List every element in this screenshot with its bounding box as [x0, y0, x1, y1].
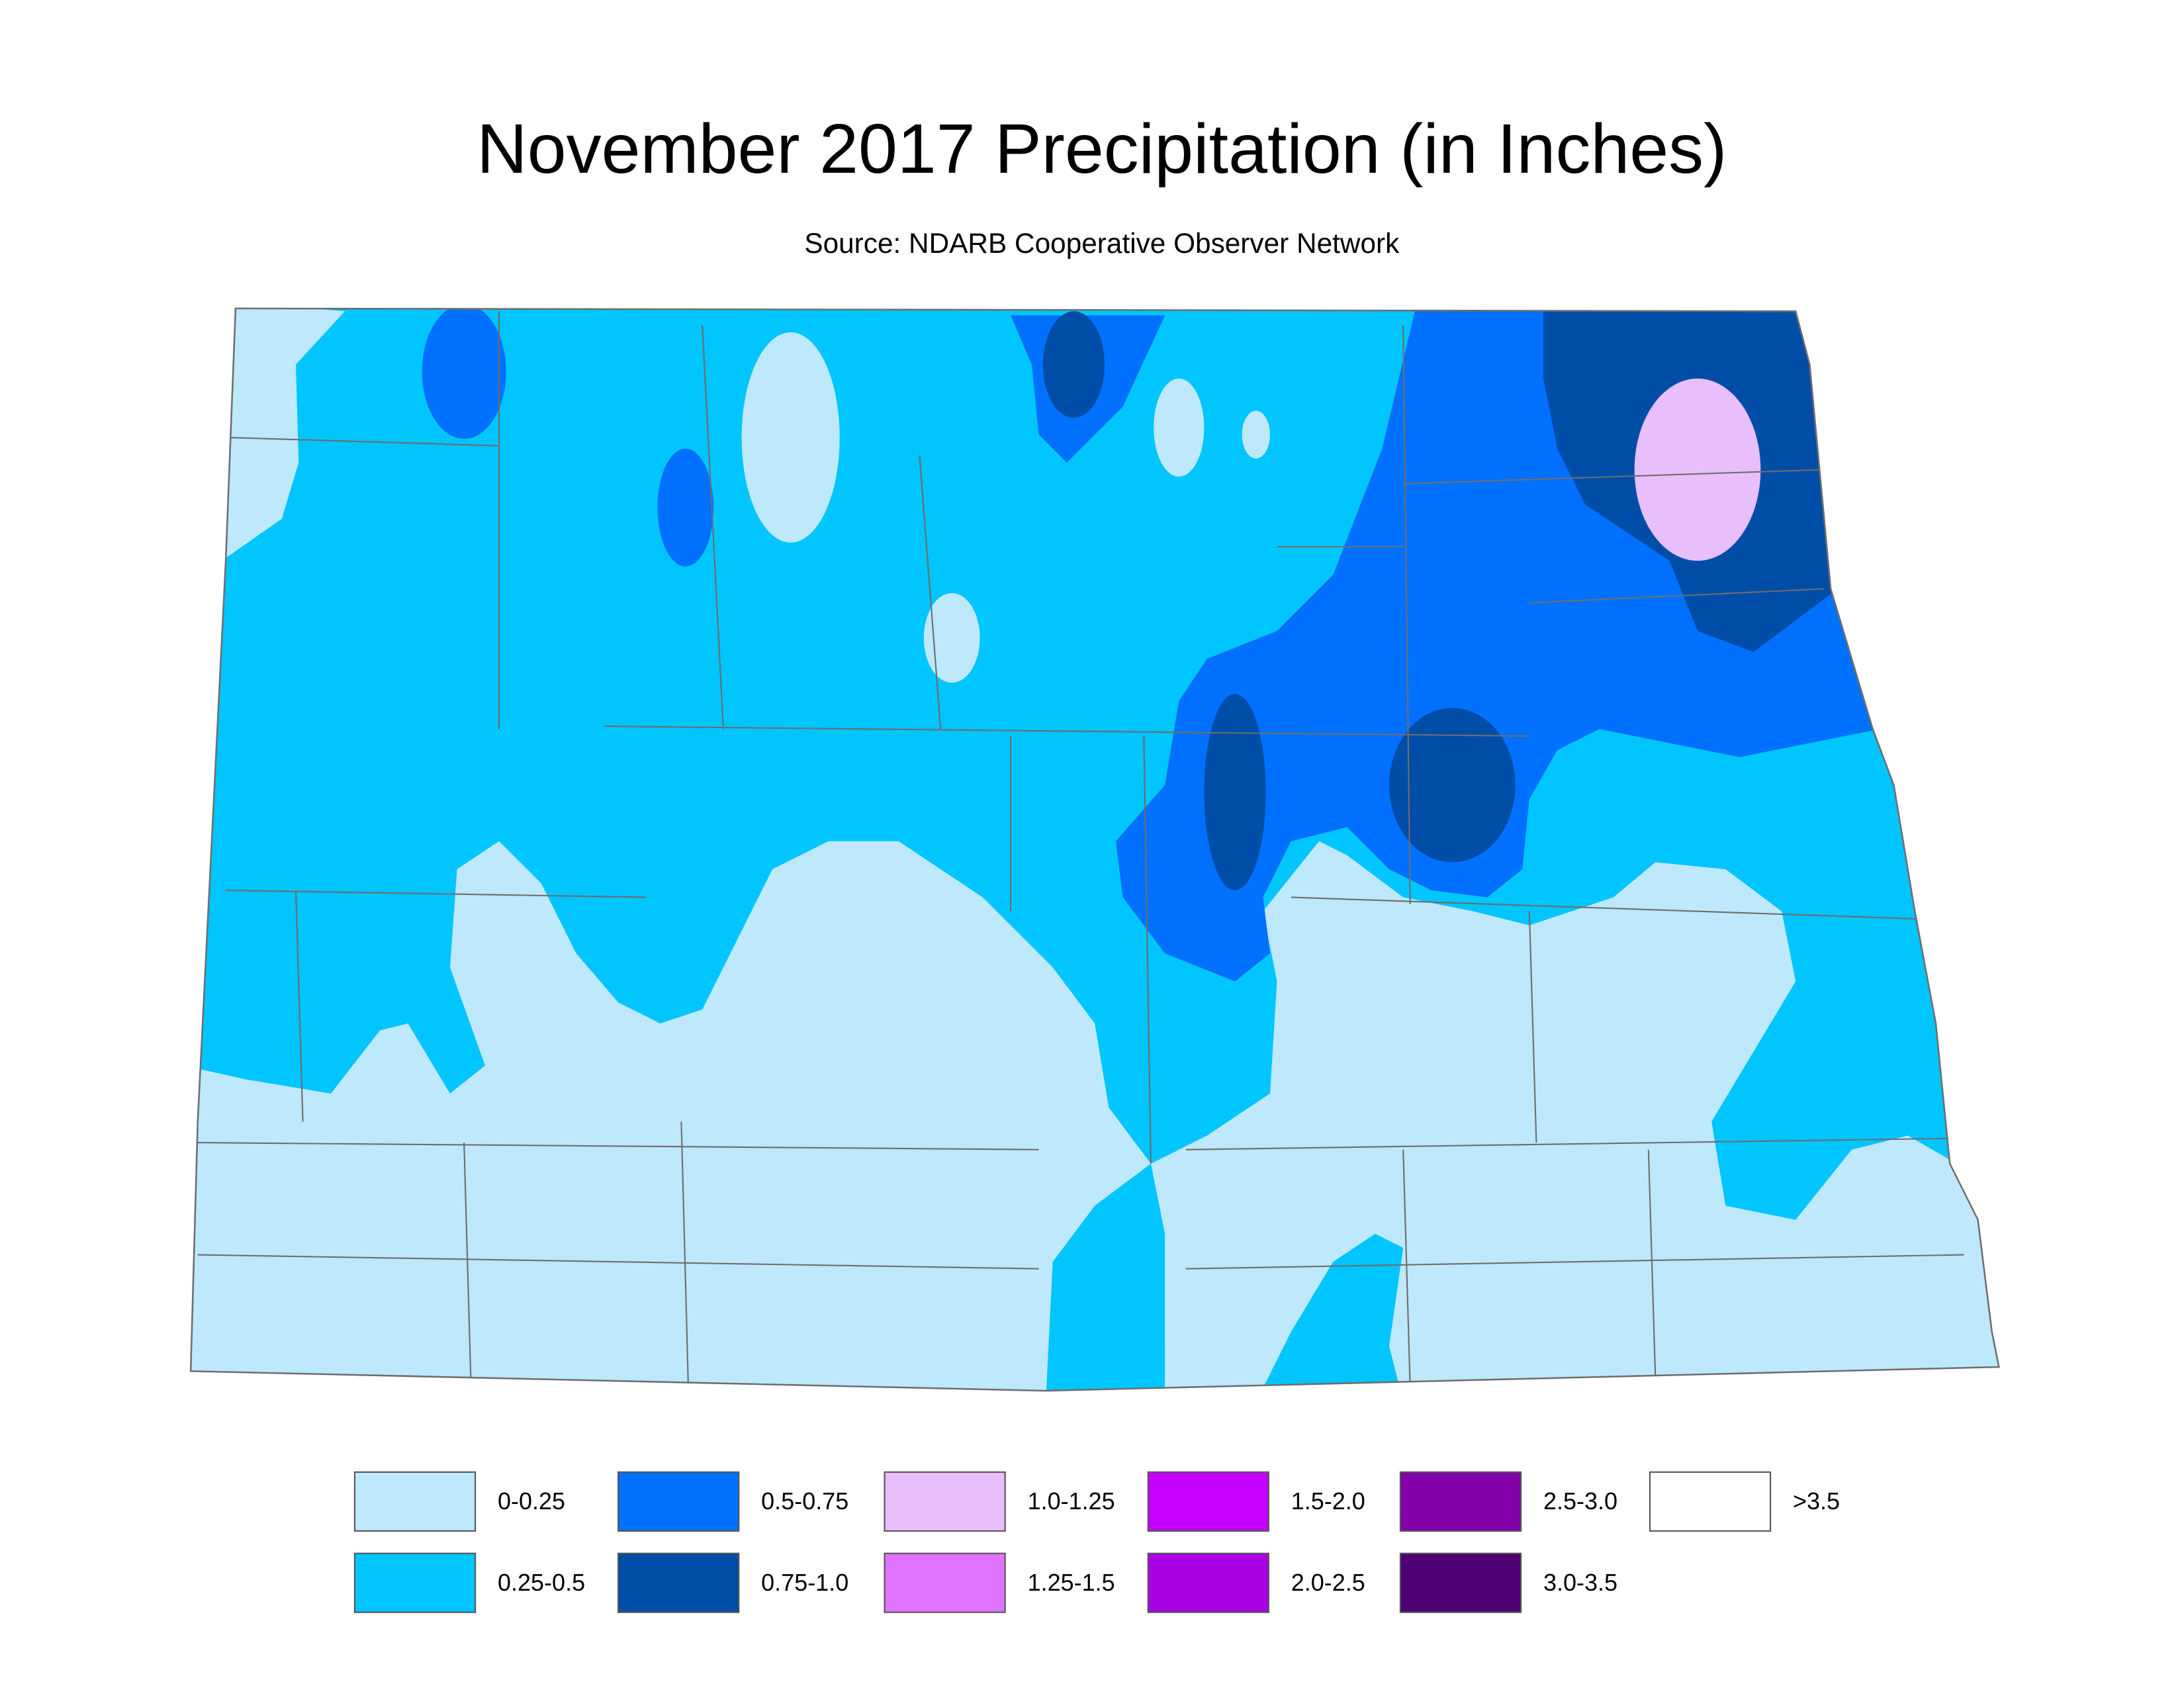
legend: 0-0.25 0.25-0.5 0.5-0.75 0.75-1.0 1.0-1.25 1.… [353, 1471, 1840, 1613]
region [1042, 311, 1105, 418]
legend-label: 1.25-1.5 [1028, 1569, 1115, 1596]
legend-label: 2.0-2.5 [1291, 1569, 1365, 1596]
region [1242, 410, 1270, 459]
region [1389, 708, 1516, 863]
map-subtitle: Source: NDARB Cooperative Observer Netwo… [804, 228, 1400, 259]
legend-label: 1.0-1.25 [1028, 1487, 1115, 1515]
legend-swatch [1399, 1471, 1522, 1532]
legend-swatch [617, 1552, 740, 1613]
legend-label: 0.5-0.75 [761, 1487, 848, 1515]
region [741, 332, 840, 543]
region [1154, 378, 1205, 477]
legend-swatch [884, 1471, 1006, 1532]
legend-label: 0-0.25 [498, 1487, 565, 1515]
legend-swatch [1147, 1552, 1269, 1613]
legend-swatch [1649, 1471, 1772, 1532]
region [1634, 378, 1761, 561]
legend-label: >3.5 [1793, 1487, 1840, 1515]
region [191, 841, 1151, 1391]
region [1150, 841, 1999, 1391]
legend-label: 0.75-1.0 [761, 1569, 848, 1596]
region [923, 592, 980, 683]
legend-label: 2.5-3.0 [1543, 1487, 1617, 1515]
region [657, 448, 714, 567]
region [211, 308, 345, 568]
legend-swatch [353, 1471, 477, 1532]
legend-label: 1.5-2.0 [1291, 1487, 1365, 1515]
map-title: November 2017 Precipitation (in Inches) [477, 110, 1727, 188]
region [1204, 694, 1266, 890]
legend-swatch [1147, 1471, 1269, 1532]
legend-swatch [617, 1471, 740, 1532]
legend-label: 0.25-0.5 [498, 1569, 585, 1596]
region [422, 308, 506, 439]
legend-swatch [884, 1552, 1006, 1613]
legend-swatch [353, 1552, 477, 1613]
legend-label: 3.0-3.5 [1543, 1569, 1617, 1596]
state-outline [189, 307, 2000, 1392]
legend-swatch [1399, 1552, 1522, 1613]
county-lines [197, 311, 1999, 1388]
map-regions [191, 308, 1999, 1391]
